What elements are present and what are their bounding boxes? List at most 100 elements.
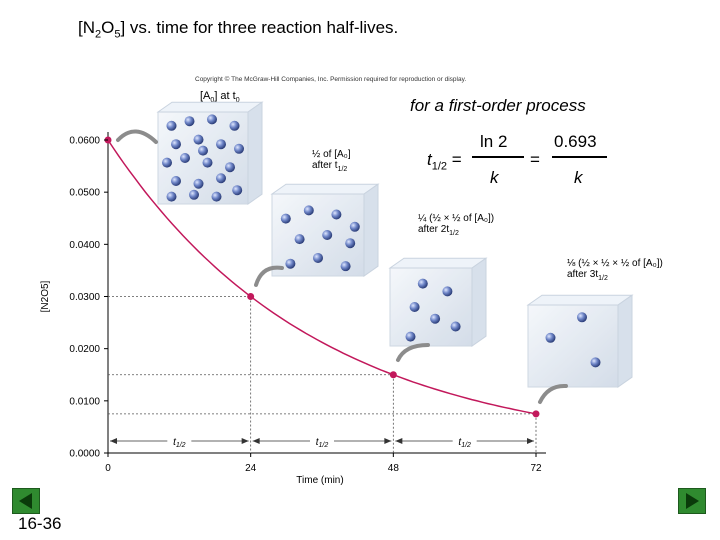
equation-equals-2: = — [530, 150, 540, 169]
molecule-box-half — [270, 183, 380, 277]
previous-slide-button[interactable] — [12, 488, 40, 514]
half-life-label: t1/2 — [316, 437, 329, 449]
molecule — [189, 189, 199, 200]
box-front — [389, 267, 473, 347]
molecule — [207, 114, 217, 125]
molecule — [280, 213, 291, 224]
y-tick-label: 0.0400 — [69, 240, 100, 251]
half-life-label: t1/2 — [173, 437, 186, 449]
molecule — [184, 116, 195, 127]
molecule — [430, 313, 441, 324]
molecule — [211, 191, 222, 202]
fraction-bar-2 — [552, 156, 607, 158]
arrow-quarter — [396, 343, 430, 362]
annotation-quarter: ¼ (½ × ½ of [A₀]) after 2t1/2 — [418, 213, 495, 237]
molecule — [171, 176, 181, 186]
span-arrowhead — [252, 438, 260, 444]
span-arrowhead — [384, 438, 392, 444]
molecule — [198, 145, 208, 156]
y-tick-label: 0.0600 — [69, 136, 100, 147]
molecule — [405, 331, 416, 342]
arrow-eighth — [538, 383, 568, 404]
annotation-half: ½ of [A₀] after t1/2 — [312, 149, 351, 173]
box-top — [388, 257, 488, 269]
arrow-initial — [116, 129, 158, 144]
molecule — [225, 162, 235, 173]
molecule — [180, 153, 190, 163]
molecule — [590, 357, 601, 368]
molecule — [409, 302, 420, 312]
data-point — [247, 293, 255, 300]
y-tick-label: 0.0100 — [69, 396, 100, 407]
molecule — [216, 139, 226, 150]
molecule — [166, 191, 177, 202]
box-top — [270, 183, 380, 195]
slide-number: 16-36 — [18, 514, 62, 533]
box-side — [247, 101, 263, 205]
molecule — [229, 120, 240, 131]
molecule — [577, 312, 587, 323]
molecule — [171, 139, 181, 150]
box-side — [471, 257, 487, 347]
molecule — [234, 143, 244, 154]
equation-numerator-2: 0.693 — [554, 132, 597, 151]
span-label-bg — [310, 434, 334, 448]
half-life-label: t1/2 — [458, 437, 471, 449]
span-label-bg — [167, 434, 192, 448]
annotation-eighth: ⅛ (½ × ½ × ½ of [A₀]) after 3t1/2 — [567, 258, 663, 282]
y-axis-label: [N2O5] — [40, 280, 51, 312]
molecule — [545, 332, 556, 343]
box-side — [363, 183, 379, 277]
annotation-initial: [A0] at t0 — [200, 90, 240, 105]
box-top — [526, 294, 634, 306]
triangle-right-icon — [686, 493, 699, 509]
y-tick-label: 0.0000 — [69, 449, 100, 460]
x-tick-label: 0 — [105, 463, 111, 474]
span-arrowhead — [395, 438, 403, 444]
molecule — [216, 173, 226, 184]
molecule — [450, 321, 461, 332]
molecule — [349, 221, 360, 232]
x-tick-label: 72 — [530, 463, 542, 474]
x-tick-label: 48 — [388, 463, 400, 474]
molecule — [303, 205, 314, 216]
molecule — [340, 261, 351, 272]
y-tick-label: 0.0500 — [69, 188, 100, 199]
molecule — [202, 157, 213, 168]
span-arrowhead — [241, 438, 249, 444]
y-tick-label: 0.0200 — [69, 344, 100, 355]
data-point — [389, 371, 397, 379]
copyright-notice: Copyright © The McGraw-Hill Companies, I… — [195, 76, 467, 83]
triangle-left-icon — [19, 493, 32, 509]
molecule-box-quarter — [388, 257, 488, 347]
molecule — [345, 238, 356, 249]
molecule — [331, 209, 342, 220]
molecule — [162, 157, 172, 168]
y-tick-label: 0.0300 — [69, 292, 100, 303]
box-top — [156, 101, 264, 113]
molecule — [193, 178, 204, 189]
x-axis-label: Time (min) — [296, 475, 343, 486]
molecule — [193, 134, 204, 145]
molecule — [294, 234, 305, 245]
molecule — [442, 286, 453, 297]
molecule — [417, 278, 428, 289]
molecule — [313, 252, 323, 263]
data-point — [532, 410, 540, 418]
equation-denominator-2: k — [574, 168, 583, 187]
molecule — [232, 185, 243, 196]
box-side — [617, 294, 633, 388]
equation-lhs: t1/2 = — [427, 150, 462, 173]
box-front — [527, 304, 619, 388]
x-tick-label: 24 — [245, 463, 257, 474]
molecule — [166, 120, 177, 131]
equation-numerator-1: ln 2 — [480, 132, 508, 151]
molecule-box-initial — [156, 101, 264, 205]
molecule — [285, 258, 296, 269]
equation-denominator-1: k — [490, 168, 499, 187]
span-arrowhead — [110, 438, 117, 444]
next-slide-button[interactable] — [678, 488, 706, 514]
molecule — [322, 230, 333, 240]
slide-title: [N2O5] vs. time for three reaction half-… — [78, 18, 399, 41]
